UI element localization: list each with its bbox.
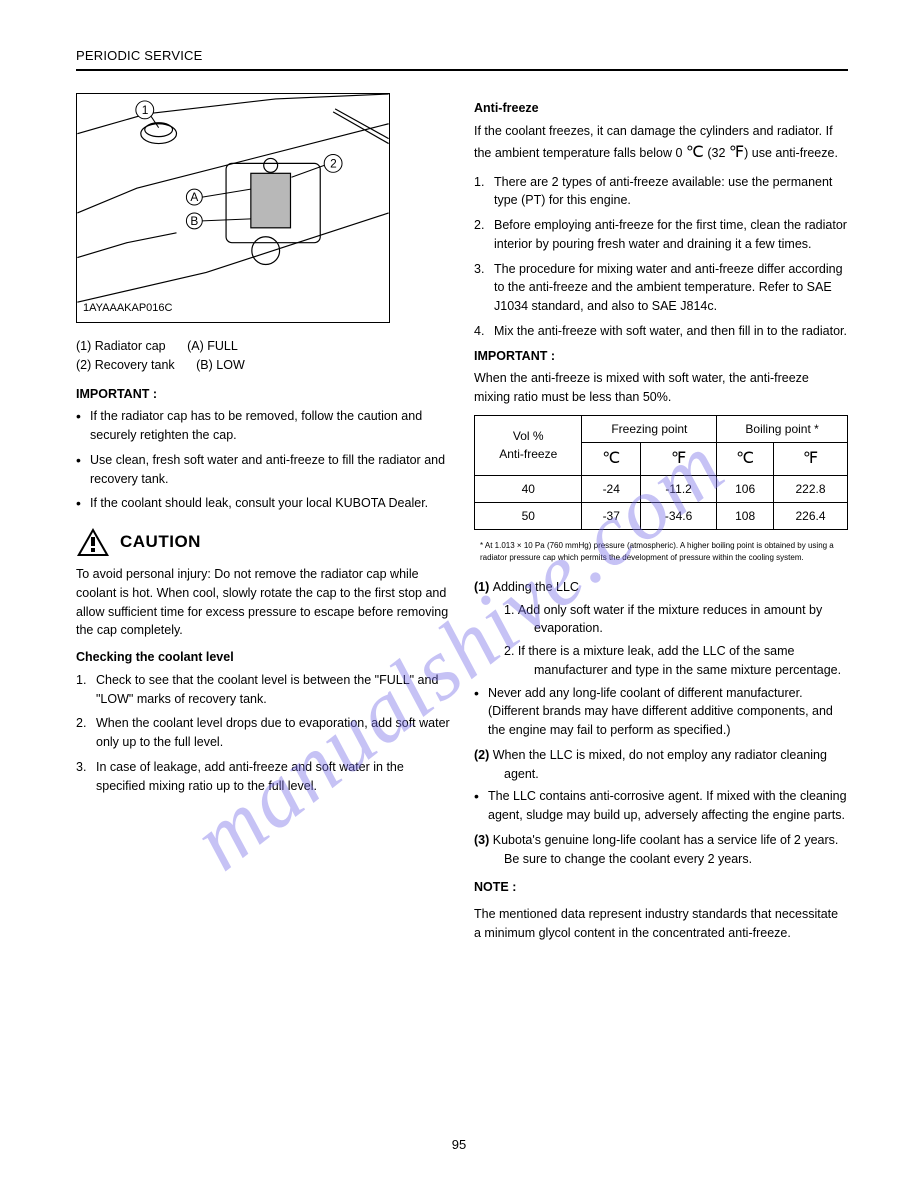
unit-fahrenheit: ℉ bbox=[729, 144, 744, 161]
callout-1: 1 bbox=[142, 103, 149, 117]
note-1-title: Adding the LLC bbox=[493, 580, 579, 594]
step-text: In case of leakage, add anti-freeze and … bbox=[96, 760, 404, 793]
callout-2: 2 bbox=[330, 156, 337, 170]
step-number: 3. bbox=[76, 758, 86, 777]
step-number: 1. bbox=[76, 671, 86, 690]
step-number: 2. bbox=[76, 714, 86, 733]
step-text: Mix the anti-freeze with soft water, and… bbox=[494, 324, 847, 338]
figure-legend: (1) Radiator cap (A) FULL (2) Recovery t… bbox=[76, 337, 450, 375]
step-text: Check to see that the coolant level is b… bbox=[96, 673, 438, 706]
important-label-left: IMPORTANT : bbox=[76, 387, 157, 401]
radiator-diagram-svg: 1 2 A B bbox=[77, 94, 389, 322]
cell-vol: 50 bbox=[475, 502, 582, 529]
text-fragment: ) use anti-freeze. bbox=[744, 146, 838, 160]
important-label-right: IMPORTANT : bbox=[474, 349, 555, 363]
step-text: The procedure for mixing water and anti-… bbox=[494, 262, 843, 314]
note-1-sub: 1. Add only soft water if the mixture re… bbox=[504, 601, 848, 639]
note-1: (1) Adding the LLC bbox=[474, 578, 848, 597]
legend-A: (A) FULL bbox=[187, 337, 238, 356]
bullet: The LLC contains anti-corrosive agent. I… bbox=[474, 787, 848, 825]
callout-A: A bbox=[190, 190, 198, 204]
cell-vol: 40 bbox=[475, 475, 582, 502]
legend-2: (2) Recovery tank bbox=[76, 356, 175, 375]
section-title-check-coolant: Checking the coolant level bbox=[76, 648, 450, 667]
note-3: (3) Kubota's genuine long-life coolant h… bbox=[474, 831, 848, 869]
step-number: 3. bbox=[474, 260, 484, 279]
cell-fp-c: -37 bbox=[582, 502, 641, 529]
note-1-sub-text: If there is a mixture leak, add the LLC … bbox=[518, 644, 841, 677]
two-column-layout: 1 2 A B 1AYAAAKAP016C (1) Radiator cap (… bbox=[76, 93, 848, 951]
cell-fp-f: -34.6 bbox=[640, 502, 716, 529]
step: 2. Before employing anti-freeze for the f… bbox=[474, 216, 848, 254]
th-unit-f: ℉ bbox=[640, 442, 716, 475]
page-header: PERIODIC SERVICE bbox=[76, 48, 848, 63]
caution-label: CAUTION bbox=[120, 529, 201, 555]
th-vol: Vol % Anti-freeze bbox=[475, 415, 582, 475]
left-column: 1 2 A B 1AYAAAKAP016C (1) Radiator cap (… bbox=[76, 93, 450, 951]
note-1-sub-text: Add only soft water if the mixture reduc… bbox=[518, 603, 822, 636]
text-fragment: (32 bbox=[704, 146, 729, 160]
cell-bp-f: 226.4 bbox=[774, 502, 848, 529]
th-unit-c: ℃ bbox=[717, 442, 774, 475]
th-unit-c: ℃ bbox=[582, 442, 641, 475]
note-2: (2) When the LLC is mixed, do not employ… bbox=[474, 746, 848, 784]
footnote-text: * At 1.013 × 10 Pa (760 mmHg) pressure (… bbox=[480, 541, 834, 562]
important-item: If the coolant should leak, consult your… bbox=[76, 494, 450, 513]
step: 2. When the coolant level drops due to ev… bbox=[76, 714, 450, 752]
cell-fp-f: -11.2 bbox=[640, 475, 716, 502]
step: 4. Mix the anti-freeze with soft water, a… bbox=[474, 322, 848, 341]
step-text: When the coolant level drops due to evap… bbox=[96, 716, 450, 749]
step-text: There are 2 types of anti-freeze availab… bbox=[494, 175, 832, 208]
note-text: The mentioned data represent industry st… bbox=[474, 905, 848, 943]
step-number: 1. bbox=[474, 173, 484, 192]
important-item: Use clean, fresh soft water and anti-fre… bbox=[76, 451, 450, 489]
important-item: If the radiator cap has to be removed, f… bbox=[76, 407, 450, 445]
th-boiling: Boiling point * bbox=[717, 415, 848, 442]
figure-code: 1AYAAAKAP016C bbox=[83, 300, 172, 317]
th-freezing: Freezing point bbox=[582, 415, 717, 442]
table-row: 40 -24 -11.2 106 222.8 bbox=[475, 475, 848, 502]
step: 3. In case of leakage, add anti-freeze an… bbox=[76, 758, 450, 796]
cell-fp-c: -24 bbox=[582, 475, 641, 502]
bullet: Never add any long-life coolant of diffe… bbox=[474, 684, 848, 740]
table-footnote: * At 1.013 × 10 Pa (760 mmHg) pressure (… bbox=[474, 540, 848, 564]
warning-triangle-icon bbox=[76, 527, 110, 557]
callout-B: B bbox=[190, 214, 198, 228]
figure-diagram: 1 2 A B 1AYAAAKAP016C bbox=[76, 93, 390, 323]
step-number: 2. bbox=[474, 216, 484, 235]
header-rule bbox=[76, 69, 848, 71]
cell-bp-c: 106 bbox=[717, 475, 774, 502]
cell-bp-f: 222.8 bbox=[774, 475, 848, 502]
note-label: NOTE : bbox=[474, 880, 516, 894]
note-3-text: Kubota's genuine long-life coolant has a… bbox=[493, 833, 839, 866]
antifreeze-steps: 1. There are 2 types of anti-freeze avail… bbox=[474, 173, 848, 341]
antifreeze-table: Vol % Anti-freeze Freezing point Boiling… bbox=[474, 415, 848, 530]
step-number: 4. bbox=[474, 322, 484, 341]
step-text: Before employing anti-freeze for the fir… bbox=[494, 218, 847, 251]
right-column: Anti-freeze If the coolant freezes, it c… bbox=[474, 93, 848, 951]
step: 1. There are 2 types of anti-freeze avail… bbox=[474, 173, 848, 211]
bullet-list: Never add any long-life coolant of diffe… bbox=[474, 684, 848, 740]
antifreeze-title: Anti-freeze bbox=[474, 99, 848, 118]
table-row: 50 -37 -34.6 108 226.4 bbox=[475, 502, 848, 529]
th-unit-f: ℉ bbox=[774, 442, 848, 475]
antifreeze-intro: If the coolant freezes, it can damage th… bbox=[474, 122, 848, 165]
legend-B: (B) LOW bbox=[196, 356, 245, 375]
note-2-text: When the LLC is mixed, do not employ any… bbox=[493, 748, 827, 781]
note-1-sub: 2. If there is a mixture leak, add the L… bbox=[504, 642, 848, 680]
important-list-left: If the radiator cap has to be removed, f… bbox=[76, 407, 450, 513]
caution-text: To avoid personal injury: Do not remove … bbox=[76, 565, 450, 640]
legend-1: (1) Radiator cap bbox=[76, 337, 166, 356]
important-text-right: When the anti-freeze is mixed with soft … bbox=[474, 369, 848, 407]
page-number: 95 bbox=[0, 1137, 918, 1152]
unit-celsius: ℃ bbox=[686, 144, 704, 161]
bullet-list: The LLC contains anti-corrosive agent. I… bbox=[474, 787, 848, 825]
step: 1. Check to see that the coolant level is… bbox=[76, 671, 450, 709]
step: 3. The procedure for mixing water and ant… bbox=[474, 260, 848, 316]
coolant-steps: 1. Check to see that the coolant level is… bbox=[76, 671, 450, 796]
cell-bp-c: 108 bbox=[717, 502, 774, 529]
caution-heading: CAUTION bbox=[76, 527, 450, 557]
